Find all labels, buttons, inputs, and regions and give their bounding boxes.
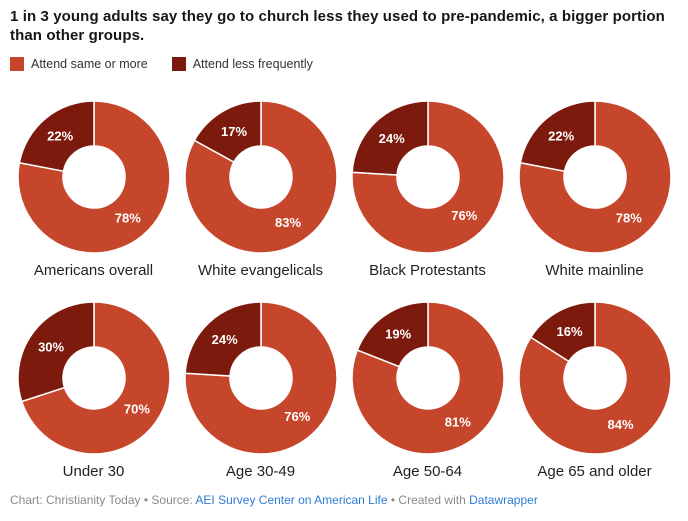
slice-same-or-more[interactable]	[17, 100, 170, 253]
donut-grid: 78% 22% Americans overall 83% 17% White evang…	[10, 100, 678, 483]
slice-value-label: 78%	[615, 210, 641, 225]
donut-cell: 81% 19% Age 50-64	[344, 302, 511, 482]
donut-chart: 78% 22%	[17, 100, 170, 253]
footer-chart-credit: Chart: Christianity Today	[10, 493, 141, 508]
legend-label: Attend same or more	[31, 56, 148, 71]
donut-label: Americans overall	[33, 261, 154, 279]
donut-label: Age 30-49	[225, 463, 296, 481]
slice-same-or-more[interactable]	[351, 302, 504, 455]
slice-value-label: 24%	[211, 332, 237, 347]
donut-cell: 76% 24% Black Protestants	[344, 100, 511, 281]
slice-same-or-more[interactable]	[20, 302, 170, 455]
slice-less-frequently[interactable]	[529, 302, 596, 363]
donut-cell: 70% 30% Under 30	[10, 302, 177, 482]
legend-item-same-or-more: Attend same or more	[10, 56, 148, 71]
slice-same-or-more[interactable]	[518, 100, 671, 253]
slice-value-label: 16%	[556, 324, 582, 339]
slice-value-label: 83%	[274, 215, 300, 230]
donut-label: Under 30	[62, 463, 125, 481]
footer-source-link[interactable]: AEI Survey Center on American Life	[195, 493, 388, 508]
donut-label: White mainline	[545, 261, 644, 279]
slice-value-label: 81%	[444, 415, 470, 430]
slice-value-label: 17%	[220, 123, 246, 138]
donut-cell: 83% 17% White evangelicals	[177, 100, 344, 281]
slice-less-frequently[interactable]	[356, 302, 429, 368]
slice-value-label: 22%	[548, 128, 574, 143]
donut-label: Age 65 and older	[537, 463, 652, 481]
donut-cell: 78% 22% White mainline	[511, 100, 678, 281]
footer-separator: •	[143, 493, 149, 508]
legend: Attend same or more Attend less frequent…	[10, 56, 678, 71]
slice-less-frequently[interactable]	[18, 100, 95, 172]
slice-value-label: 19%	[385, 327, 411, 342]
donut-chart: 78% 22%	[518, 100, 671, 253]
slice-same-or-more[interactable]	[518, 302, 671, 455]
footer-tool-link[interactable]: Datawrapper	[469, 493, 538, 508]
slice-less-frequently[interactable]	[184, 302, 262, 378]
chart-title: 1 in 3 young adults say they go to churc…	[10, 8, 665, 44]
legend-swatch-less-frequently	[171, 56, 186, 71]
donut-cell: 78% 22% Americans overall	[10, 100, 177, 281]
donut-chart: 81% 19%	[351, 302, 504, 455]
legend-label: Attend less frequently	[192, 56, 313, 71]
donut-label: Black Protestants	[369, 261, 486, 279]
slice-value-label: 78%	[114, 210, 140, 225]
slice-less-frequently[interactable]	[193, 100, 262, 163]
footer-created-with: Created with	[398, 493, 466, 508]
donut-chart: 83% 17%	[184, 100, 337, 253]
slice-value-label: 70%	[123, 402, 149, 417]
donut-label: Age 50-64	[392, 463, 463, 481]
donut-chart: 70% 30%	[17, 302, 170, 455]
slice-same-or-more[interactable]	[351, 100, 504, 253]
slice-value-label: 84%	[607, 417, 633, 432]
slice-same-or-more[interactable]	[184, 100, 337, 253]
donut-cell: 76% 24% Age 30-49	[177, 302, 344, 482]
donut-cell: 84% 16% Age 65 and older	[511, 302, 678, 482]
slice-less-frequently[interactable]	[519, 100, 596, 172]
slice-less-frequently[interactable]	[17, 302, 95, 403]
legend-item-less-frequently: Attend less frequently	[171, 56, 313, 71]
slice-value-label: 76%	[284, 409, 310, 424]
legend-swatch-same-or-more	[10, 56, 24, 71]
donut-chart: 76% 24%	[184, 302, 337, 455]
slice-less-frequently[interactable]	[351, 100, 429, 176]
slice-value-label: 22%	[47, 128, 73, 143]
slice-value-label: 30%	[38, 340, 64, 355]
donut-chart: 84% 16%	[518, 302, 671, 455]
slice-same-or-more[interactable]	[184, 302, 337, 455]
footer-separator: •	[390, 493, 396, 508]
footer-source-label: Source:	[151, 493, 193, 508]
donut-chart: 76% 24%	[351, 100, 504, 253]
slice-value-label: 76%	[451, 208, 477, 223]
slice-value-label: 24%	[378, 130, 404, 145]
chart-footer: Chart: Christianity Today • Source: AEI …	[10, 493, 678, 509]
donut-label: White evangelicals	[197, 261, 324, 279]
